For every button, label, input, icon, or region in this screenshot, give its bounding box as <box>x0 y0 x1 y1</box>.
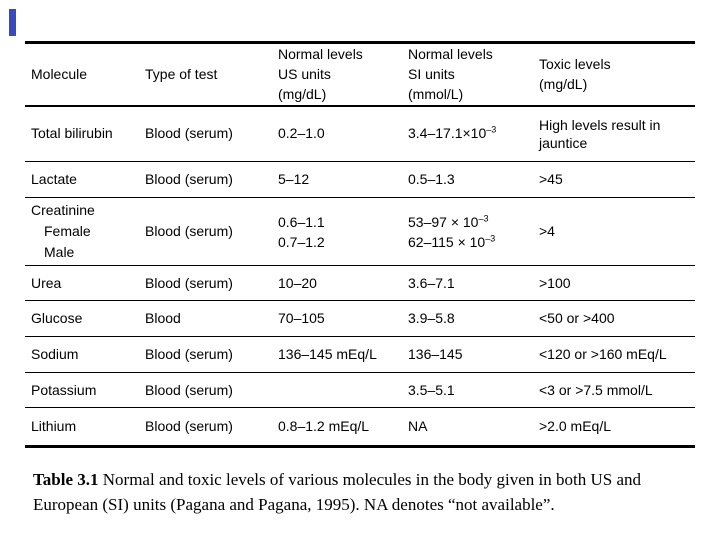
col-header-us-line1: Normal levels <box>278 46 363 63</box>
si-value-exponent: –3 <box>485 232 496 243</box>
si-value-exponent: –3 <box>486 124 497 135</box>
accent-bar <box>9 9 16 36</box>
cell-total-bilirubin-us: 0.2–1.0 <box>278 125 325 142</box>
cell-potassium-si: 3.5–5.1 <box>408 381 455 398</box>
cell-urea-test: Blood (serum) <box>145 274 233 291</box>
cell-urea-molecule: Urea <box>31 274 62 291</box>
cell-sodium-toxic: <120 or >160 mEq/L <box>539 346 667 362</box>
cell-glucose-si: 3.9–5.8 <box>408 310 455 326</box>
cell-lithium-toxic: >2.0 mEq/L <box>539 418 611 434</box>
cell-sodium-molecule: Sodium <box>31 346 79 362</box>
cell-lithium-si: NA <box>408 418 428 434</box>
cell-lactate-us: 5–12 <box>278 171 310 187</box>
cell-creatinine-us: 0.6–1.1 0.7–1.2 <box>278 198 408 266</box>
si-value-base: 3.4–17.1×10 <box>408 125 487 142</box>
row-glucose: Glucose Blood 70–105 3.9–5.8 <50 or >400 <box>25 301 695 337</box>
cell-glucose-test: Blood <box>145 310 181 326</box>
cell-glucose-toxic: <50 or >400 <box>539 310 615 326</box>
si-line2: 62–115 × 10–3 <box>408 232 539 252</box>
cell-potassium-toxic: <3 or >7.5 mmol/L <box>539 381 653 398</box>
cell-potassium-molecule: Potassium <box>31 381 97 398</box>
cell-lithium-us: 0.8–1.2 mEq/L <box>278 418 370 434</box>
col-header-si-line2: SI units <box>408 66 455 83</box>
caption-line1-text: Normal and toxic levels of various molec… <box>98 470 641 489</box>
col-header-si: Normal levels SI units (mmol/L) <box>408 43 539 106</box>
col-header-si-line1: Normal levels <box>408 46 493 63</box>
us-line2: 0.7–1.2 <box>278 233 325 250</box>
molecule-line2: Female <box>44 223 91 239</box>
cell-lithium-molecule: Lithium <box>31 418 77 434</box>
caption-line2: European (SI) units (Pagana and Pagana, … <box>33 495 555 514</box>
cell-urea-si: 3.6–7.1 <box>408 274 455 291</box>
col-header-test: Type of test <box>145 43 278 106</box>
col-header-molecule: Molecule <box>25 43 145 106</box>
cell-total-bilirubin-test: Blood (serum) <box>145 125 233 142</box>
caption-line1: Table 3.1 Normal and toxic levels of var… <box>33 467 693 492</box>
table-caption: Table 3.1 Normal and toxic levels of var… <box>33 467 693 517</box>
cell-lithium-test: Blood (serum) <box>145 418 233 434</box>
levels-table: Molecule Type of test Normal levels US u… <box>25 41 695 448</box>
row-lactate: Lactate Blood (serum) 5–12 0.5–1.3 >45 <box>25 162 695 198</box>
header-row: Molecule Type of test Normal levels US u… <box>25 43 695 106</box>
cell-urea-toxic: >100 <box>539 274 571 291</box>
toxic-line1: High levels result in <box>539 116 661 133</box>
cell-creatinine-si: 53–97 × 10–3 62–115 × 10–3 <box>408 198 539 266</box>
cell-creatinine-test: Blood (serum) <box>145 223 233 239</box>
cell-sodium-us: 136–145 mEq/L <box>278 346 377 362</box>
col-header-si-line3: (mmol/L) <box>408 86 464 103</box>
row-lithium: Lithium Blood (serum) 0.8–1.2 mEq/L NA >… <box>25 408 695 447</box>
cell-lactate-toxic: >45 <box>539 171 563 187</box>
si-value-base: 53–97 × 10 <box>408 213 479 230</box>
molecule-line1: Creatinine <box>31 202 95 218</box>
si-line1: 53–97 × 10–3 <box>408 212 539 232</box>
col-header-us: Normal levels US units (mg/dL) <box>278 43 408 106</box>
col-header-us-line2: US units <box>278 66 331 83</box>
us-line1: 0.6–1.1 <box>278 213 325 230</box>
row-creatinine: Creatinine Female Male Blood (serum) 0.6… <box>25 198 695 266</box>
cell-glucose-us: 70–105 <box>278 310 325 326</box>
cell-lactate-molecule: Lactate <box>31 171 77 187</box>
si-value-exponent: –3 <box>478 212 489 223</box>
cell-potassium-us <box>278 373 408 408</box>
col-header-toxic-line2: (mg/dL) <box>539 76 588 93</box>
molecule-line3: Male <box>44 244 75 260</box>
row-potassium: Potassium Blood (serum) 3.5–5.1 <3 or >7… <box>25 373 695 408</box>
row-sodium: Sodium Blood (serum) 136–145 mEq/L 136–1… <box>25 337 695 373</box>
cell-glucose-molecule: Glucose <box>31 310 83 326</box>
col-header-toxic-line1: Toxic levels <box>539 56 611 73</box>
si-value-base: 62–115 × 10 <box>408 233 486 250</box>
row-urea: Urea Blood (serum) 10–20 3.6–7.1 >100 <box>25 266 695 301</box>
cell-total-bilirubin-molecule: Total bilirubin <box>31 125 113 142</box>
col-header-molecule-label: Molecule <box>31 66 88 83</box>
cell-sodium-test: Blood (serum) <box>145 346 233 362</box>
caption-label: Table 3.1 <box>33 470 99 489</box>
row-total-bilirubin: Total bilirubin Blood (serum) 0.2–1.0 3.… <box>25 106 695 162</box>
cell-sodium-si: 136–145 <box>408 346 463 362</box>
col-header-test-label: Type of test <box>145 66 218 83</box>
cell-total-bilirubin-toxic: High levels result in jauntice <box>539 106 695 162</box>
cell-creatinine-molecule: Creatinine Female Male <box>25 198 145 266</box>
toxic-line2: jauntice <box>539 134 588 151</box>
col-header-toxic: Toxic levels (mg/dL) <box>539 43 695 106</box>
cell-total-bilirubin-si: 3.4–17.1×10–3 <box>408 106 539 162</box>
cell-urea-us: 10–20 <box>278 274 317 291</box>
cell-lactate-si: 0.5–1.3 <box>408 171 455 187</box>
cell-potassium-test: Blood (serum) <box>145 381 233 398</box>
cell-lactate-test: Blood (serum) <box>145 171 233 187</box>
col-header-us-line3: (mg/dL) <box>278 86 327 103</box>
cell-creatinine-toxic: >4 <box>539 223 555 239</box>
